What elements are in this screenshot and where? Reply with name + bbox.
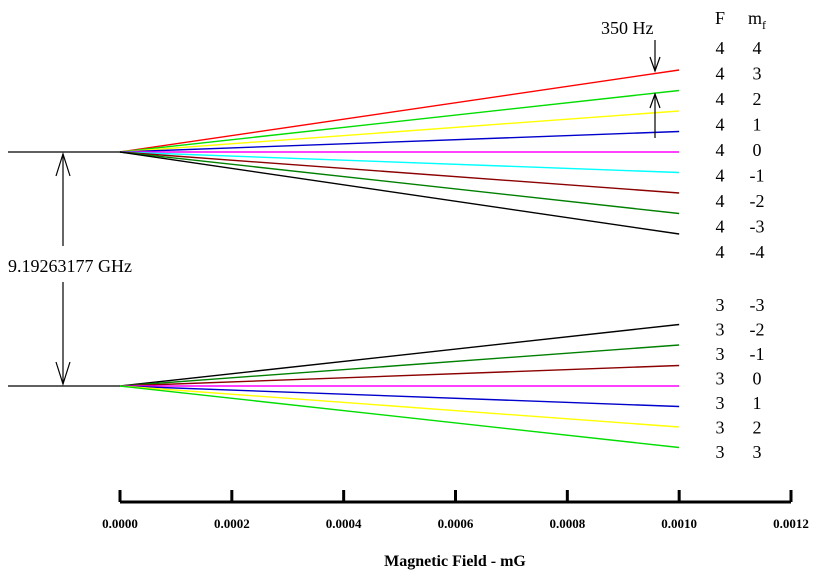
level-label-F: 4 bbox=[716, 38, 725, 58]
header-mf-base: m bbox=[748, 8, 762, 28]
header-mf: mf bbox=[748, 8, 766, 32]
x-tick-label: 0.0000 bbox=[102, 516, 138, 531]
level-label-F: 4 bbox=[716, 64, 725, 84]
level-label-mf: -1 bbox=[750, 344, 765, 364]
x-axis-title: Magnetic Field - mG bbox=[384, 553, 526, 570]
level-line-F4-mf1 bbox=[119, 130, 680, 153]
level-label-F: 3 bbox=[716, 295, 725, 315]
level-label-F: 4 bbox=[716, 89, 725, 109]
level-label-mf: 3 bbox=[753, 442, 762, 462]
level-line-F4-mf-2 bbox=[119, 151, 680, 194]
level-line-F4-mf-1 bbox=[119, 151, 680, 174]
level-label-mf: 3 bbox=[753, 64, 762, 84]
level-line-F3-mf3 bbox=[119, 385, 680, 449]
level-label-mf: -3 bbox=[750, 295, 765, 315]
level-line-F4-mf-3 bbox=[119, 151, 680, 215]
level-label-F: 3 bbox=[716, 418, 725, 438]
level-label-mf: -4 bbox=[750, 242, 765, 262]
level-line-F4-mf2 bbox=[119, 110, 680, 153]
level-label-F: 3 bbox=[716, 393, 725, 413]
x-tick-label: 0.0004 bbox=[326, 516, 362, 531]
level-label-F: 4 bbox=[716, 140, 725, 160]
level-label-mf: 4 bbox=[753, 38, 762, 58]
level-line-F3-mf1 bbox=[119, 385, 680, 408]
level-label-mf: 1 bbox=[753, 115, 762, 135]
level-label-F: 4 bbox=[716, 217, 725, 237]
zeeman-spacing-arrows bbox=[649, 40, 661, 138]
level-line-F4-mf4 bbox=[119, 69, 680, 153]
level-label-mf: -2 bbox=[750, 320, 765, 340]
level-label-F: 3 bbox=[716, 442, 725, 462]
level-label-F: 3 bbox=[716, 369, 725, 389]
level-label-F: 3 bbox=[716, 320, 725, 340]
x-tick-label: 0.0008 bbox=[549, 516, 585, 531]
header-mf-sub: f bbox=[762, 18, 766, 32]
x-tick-label: 0.0012 bbox=[773, 516, 809, 531]
level-label-mf: 0 bbox=[753, 369, 762, 389]
level-label-F: 4 bbox=[716, 191, 725, 211]
level-line-F3-mf-3 bbox=[119, 323, 680, 387]
level-label-mf: -2 bbox=[750, 191, 765, 211]
level-label-mf: 1 bbox=[753, 393, 762, 413]
x-axis-ticks: 0.0000 0.0002 0.0004 0.0006 0.0008 0.0010 0.00… bbox=[102, 490, 809, 531]
level-line-F3-mf-2 bbox=[119, 344, 680, 387]
level-label-F: 4 bbox=[716, 166, 725, 186]
level-label-mf: 0 bbox=[753, 140, 762, 160]
level-label-mf: -3 bbox=[750, 217, 765, 237]
level-label-F: 4 bbox=[716, 242, 725, 262]
level-label-F: 4 bbox=[716, 115, 725, 135]
level-label-mf: 2 bbox=[753, 89, 762, 109]
hyperfine-label: 9.19263177 GHz bbox=[8, 256, 132, 276]
x-tick-label: 0.0002 bbox=[214, 516, 250, 531]
level-labels: 4 4 4 3 4 2 4 1 4 0 4 -1 4 -2 4 -3 4 -4 3 -3 3 -2 3 -1 3 0 3 1 3 2 3 3 bbox=[716, 38, 765, 462]
x-tick-label: 0.0006 bbox=[438, 516, 474, 531]
level-line-F4-mf-4 bbox=[119, 151, 680, 235]
level-line-F4-mf3 bbox=[119, 89, 680, 153]
level-line-F3-mf-1 bbox=[119, 364, 680, 387]
zeeman-spacing-label: 350 Hz bbox=[601, 18, 654, 38]
energy-levels bbox=[119, 69, 680, 449]
level-line-F3-mf2 bbox=[119, 385, 680, 428]
level-label-F: 3 bbox=[716, 344, 725, 364]
hyperfine-arrow bbox=[55, 152, 71, 386]
header-f: F bbox=[715, 8, 725, 28]
level-label-mf: 2 bbox=[753, 418, 762, 438]
level-label-mf: -1 bbox=[750, 166, 765, 186]
x-tick-label: 0.0010 bbox=[661, 516, 697, 531]
